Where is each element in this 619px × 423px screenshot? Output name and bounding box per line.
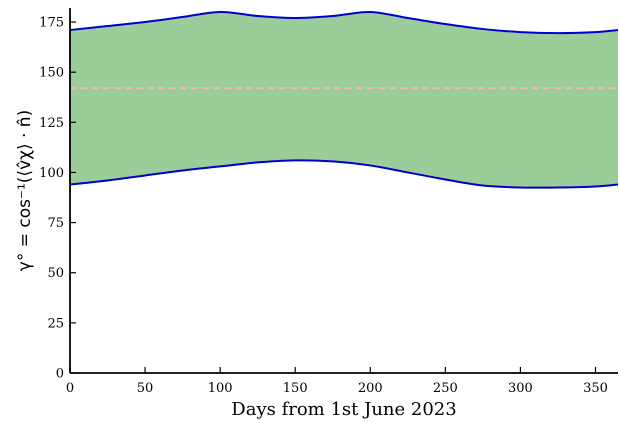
- y-tick-label: 75: [47, 216, 64, 231]
- y-tick-label: 125: [39, 116, 64, 131]
- lower-bound-line: [69, 159, 619, 189]
- axes: [69, 8, 618, 374]
- y-tick-label: 150: [39, 66, 64, 81]
- x-ticks: 0 50 100 150 200 250 300 350: [66, 367, 608, 396]
- y-axis-title: γ° = cos⁻¹(⟨v̂χ⟩ · n̂): [15, 110, 35, 271]
- x-axis-title: Days from 1st June 2023: [231, 399, 456, 420]
- upper-bound-line: [69, 11, 619, 35]
- y-tick-label: 0: [56, 367, 64, 382]
- y-ticks: 0 25 50 75 100 125 150 175: [39, 16, 76, 382]
- y-tick-label: 50: [47, 266, 64, 281]
- x-tick-label: 100: [208, 381, 233, 396]
- y-tick-label: 25: [47, 316, 64, 331]
- plot-area: [69, 11, 619, 189]
- x-tick-label: 350: [583, 381, 608, 396]
- y-tick-label: 175: [39, 16, 64, 31]
- x-tick-label: 250: [433, 381, 458, 396]
- band-fill: [70, 11, 618, 188]
- y-tick-label: 100: [39, 166, 64, 181]
- x-tick-label: 150: [283, 381, 308, 396]
- x-tick-label: 0: [66, 381, 74, 396]
- x-tick-label: 300: [508, 381, 533, 396]
- x-tick-label: 50: [137, 381, 154, 396]
- x-tick-label: 200: [358, 381, 383, 396]
